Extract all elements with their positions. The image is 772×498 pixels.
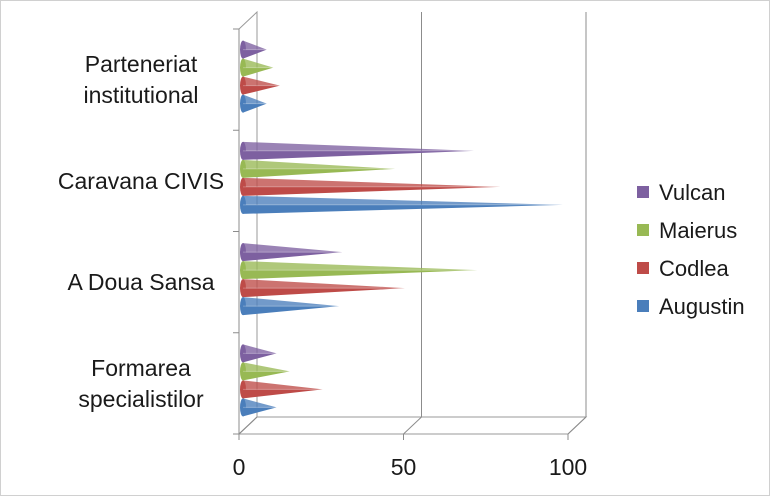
bar-upper-face bbox=[243, 76, 280, 86]
legend: Vulcan Maierus Codlea Augustin bbox=[637, 180, 745, 319]
x-tick-label: 0 bbox=[233, 454, 246, 480]
bar-upper-face bbox=[243, 344, 277, 354]
legend-item-vulcan: Vulcan bbox=[637, 180, 725, 205]
bar-codlea-4 bbox=[240, 76, 280, 95]
bar-upper-face bbox=[243, 195, 563, 205]
bar-lower-face bbox=[243, 49, 267, 59]
bar-upper-face bbox=[243, 58, 274, 68]
bar-lower-face bbox=[243, 288, 405, 298]
bar-augustin-2 bbox=[240, 297, 340, 316]
legend-label: Maierus bbox=[659, 218, 737, 243]
bar-lower-face bbox=[243, 371, 290, 381]
category-label: Caravana CIVIS bbox=[58, 168, 224, 194]
bar-upper-face bbox=[243, 261, 478, 271]
bar-upper-face bbox=[243, 297, 340, 307]
legend-item-maierus: Maierus bbox=[637, 218, 737, 243]
legend-label: Augustin bbox=[659, 294, 745, 319]
bar-maierus-4 bbox=[240, 58, 274, 77]
bar-lower-face bbox=[243, 150, 475, 160]
category-label: Parteneriat institutional bbox=[83, 51, 198, 108]
bar-upper-face bbox=[243, 141, 475, 151]
bar-lower-face bbox=[243, 306, 340, 316]
y-axis bbox=[233, 28, 240, 435]
bar-upper-face bbox=[243, 243, 343, 253]
bar-vulcan-1 bbox=[240, 344, 277, 363]
bar-lower-face bbox=[243, 186, 501, 196]
legend-item-augustin: Augustin bbox=[637, 294, 745, 319]
legend-swatch bbox=[637, 262, 649, 274]
bar-upper-face bbox=[243, 398, 277, 408]
chart-walls bbox=[237, 10, 588, 436]
bar-lower-face bbox=[243, 407, 277, 417]
bar-upper-face bbox=[243, 380, 323, 390]
bar-augustin-1 bbox=[240, 398, 277, 417]
bar-augustin-4 bbox=[240, 94, 267, 113]
bar-lower-face bbox=[243, 85, 280, 95]
x-tick-labels: 0 50 100 bbox=[233, 454, 588, 480]
bar-maierus-2 bbox=[240, 261, 478, 280]
x-tick-label: 50 bbox=[391, 454, 417, 480]
bar-lower-face bbox=[243, 353, 277, 363]
bar-vulcan-3 bbox=[240, 141, 475, 160]
bar-lower-face bbox=[243, 168, 396, 178]
bar-upper-face bbox=[243, 159, 396, 169]
bar-upper-face bbox=[243, 94, 267, 104]
bar-codlea-1 bbox=[240, 380, 323, 399]
bar-lower-face bbox=[243, 270, 478, 280]
bar-upper-face bbox=[243, 40, 267, 50]
bar-upper-face bbox=[243, 279, 405, 289]
legend-swatch bbox=[637, 186, 649, 198]
category-label: A Doua Sansa bbox=[67, 269, 214, 295]
category-labels: Formarea specialistilor A Doua Sansa Carava… bbox=[58, 51, 224, 412]
bar-vulcan-2 bbox=[240, 243, 343, 262]
legend-label: Vulcan bbox=[659, 180, 725, 205]
bar-vulcan-4 bbox=[240, 40, 267, 59]
bar-codlea-2 bbox=[240, 279, 405, 298]
legend-item-codlea: Codlea bbox=[637, 256, 729, 281]
bar-lower-face bbox=[243, 252, 343, 262]
bar-codlea-3 bbox=[240, 177, 501, 196]
gridlines bbox=[238, 12, 587, 440]
floor-gridline bbox=[238, 416, 258, 435]
legend-swatch bbox=[637, 300, 649, 312]
floor-gridline bbox=[403, 416, 422, 435]
legend-label: Codlea bbox=[659, 256, 729, 281]
legend-swatch bbox=[637, 224, 649, 236]
category-label: Formarea specialistilor bbox=[78, 355, 204, 412]
bar-lower-face bbox=[243, 67, 274, 77]
floor-gridline bbox=[567, 416, 587, 435]
bar-maierus-1 bbox=[240, 362, 290, 381]
bar-maierus-3 bbox=[240, 159, 396, 178]
bar-series bbox=[240, 40, 563, 417]
x-tick-label: 100 bbox=[549, 454, 587, 480]
bar-augustin-3 bbox=[240, 195, 563, 214]
bar-upper-face bbox=[243, 177, 501, 187]
bar-lower-face bbox=[243, 204, 563, 214]
bar-lower-face bbox=[243, 103, 267, 113]
bar-lower-face bbox=[243, 389, 323, 399]
bar-upper-face bbox=[243, 362, 290, 372]
